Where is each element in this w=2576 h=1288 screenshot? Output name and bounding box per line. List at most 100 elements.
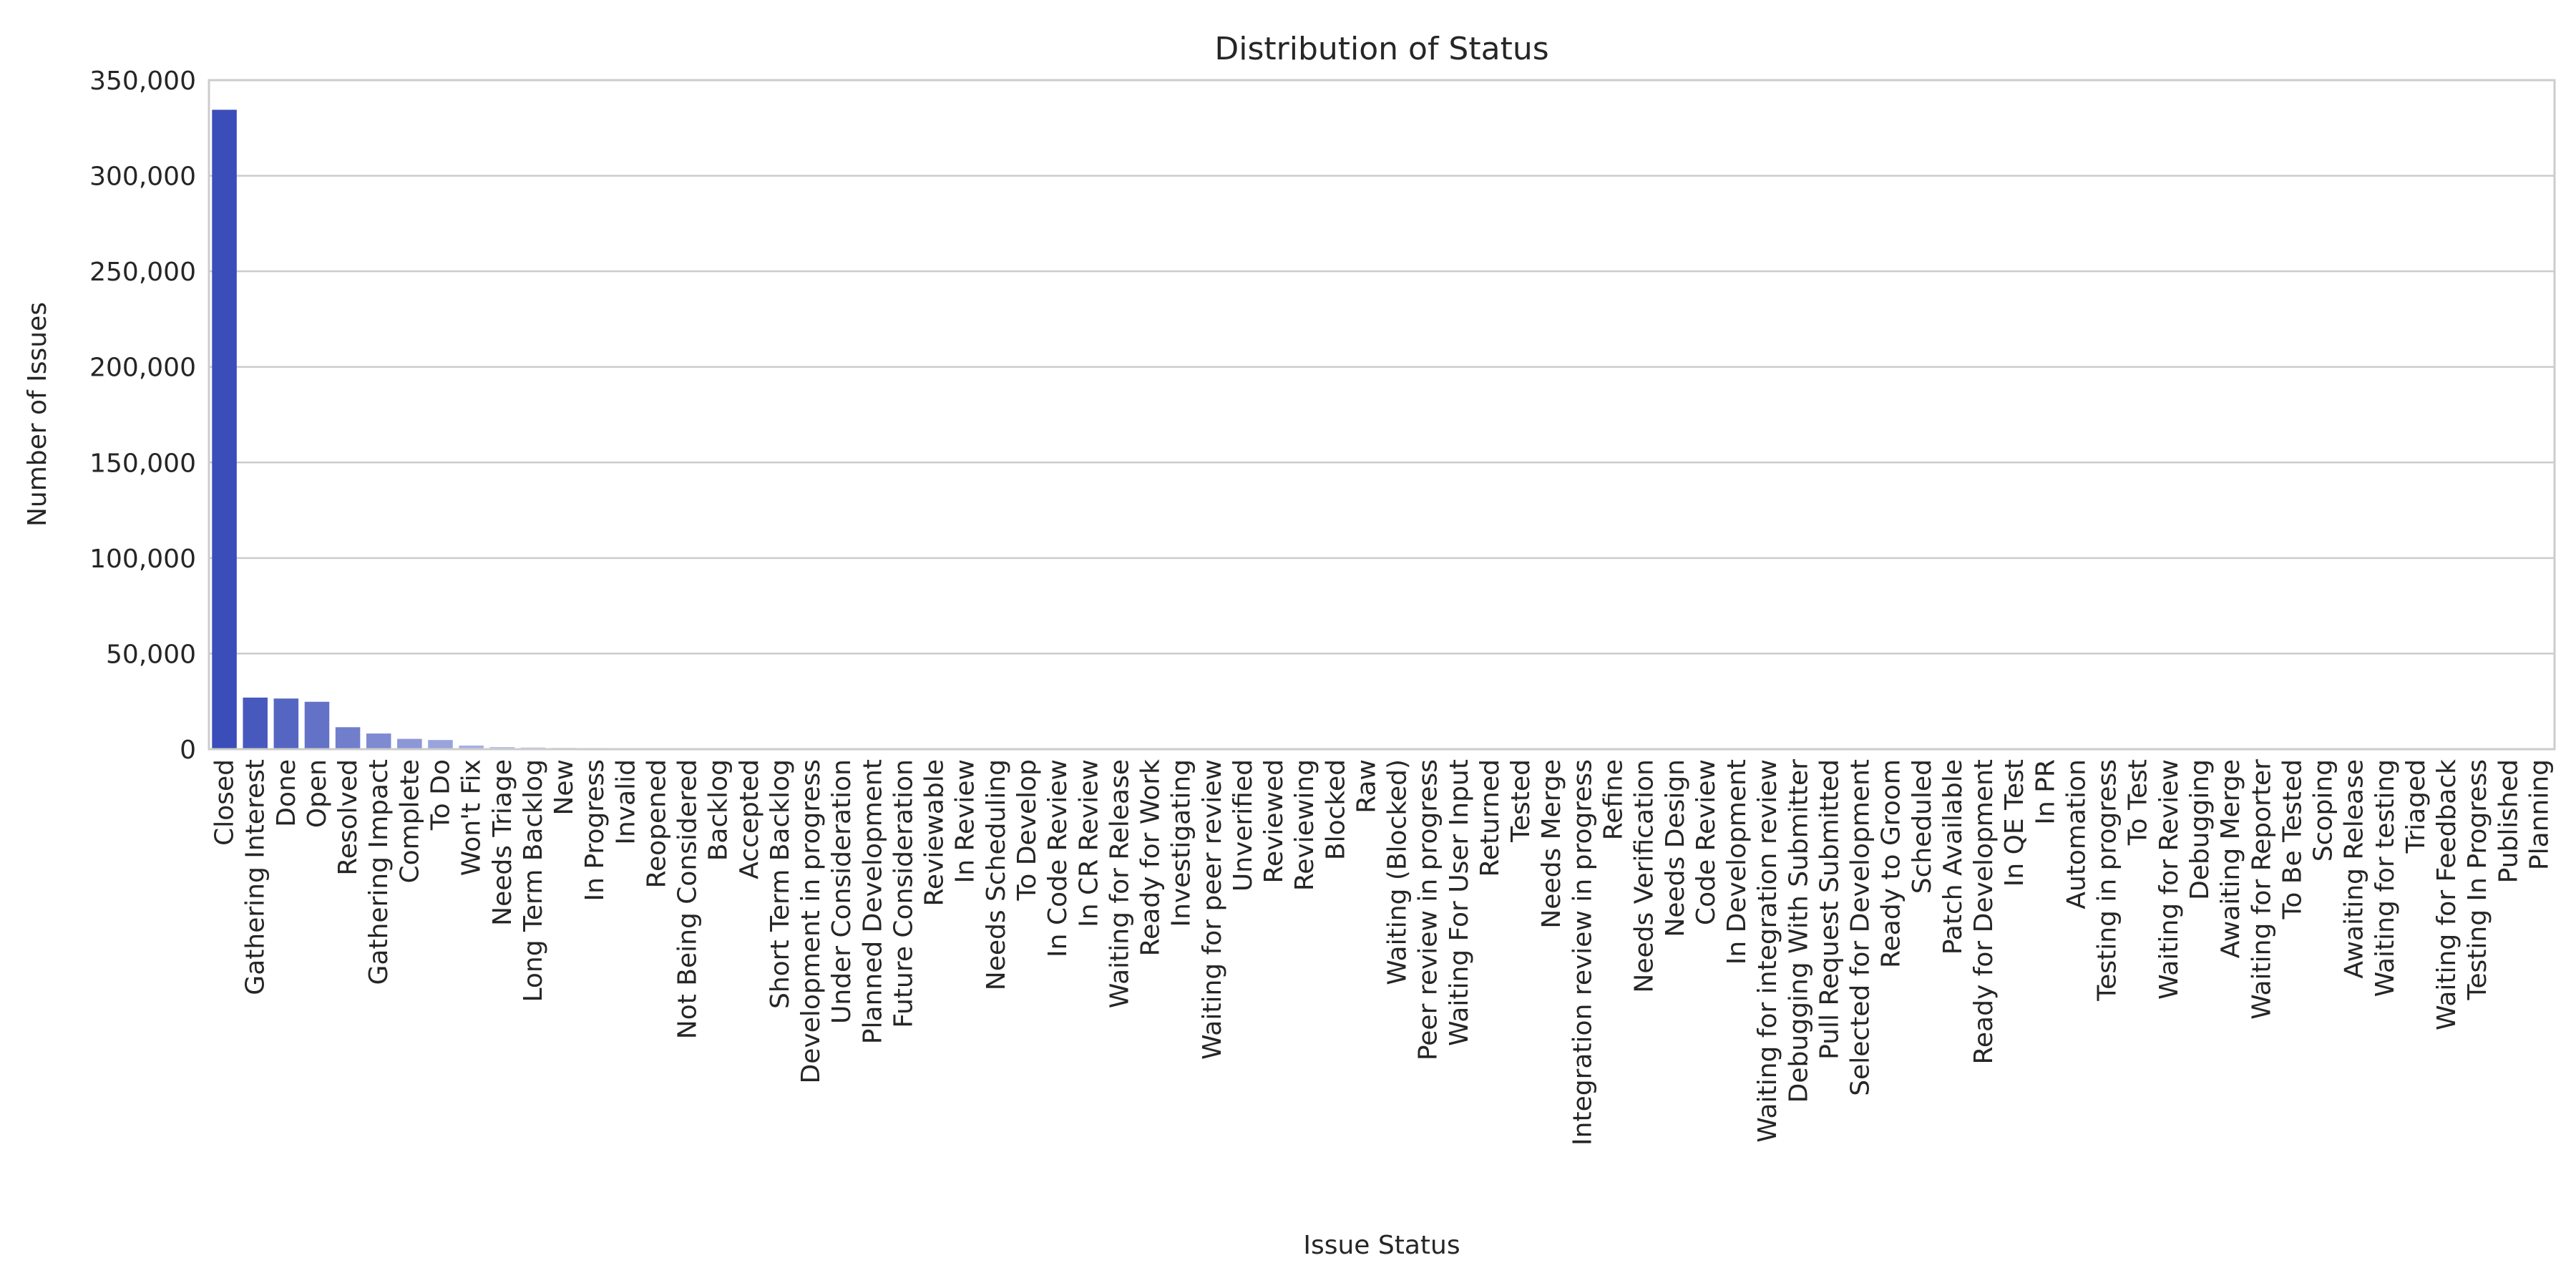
x-tick-label: Testing In Progress: [2463, 759, 2492, 1001]
x-tick-label: Resolved: [333, 759, 363, 876]
x-tick-label: Reopened: [642, 759, 671, 888]
x-tick-label: Reviewing: [1290, 759, 1319, 891]
x-tick-label: Short Term Backlog: [766, 759, 795, 1009]
y-tick-label: 200,000: [89, 353, 196, 383]
bar: [366, 733, 391, 749]
x-tick-label: Needs Merge: [1537, 759, 1566, 929]
bar: [243, 697, 268, 749]
x-tick-label: Open: [303, 759, 332, 828]
x-tick-label: Scheduled: [1908, 759, 1937, 894]
x-tick-label: Published: [2494, 759, 2523, 883]
x-tick-label: Patch Available: [1938, 759, 1968, 955]
x-axis-label: Issue Status: [1303, 1231, 1460, 1260]
x-tick-label: Long Term Backlog: [519, 759, 548, 1002]
x-tick-label: Waiting for Review: [2155, 759, 2184, 1000]
bar: [397, 738, 422, 749]
x-tick-label: Closed: [210, 759, 240, 846]
x-tick-label: Needs Verification: [1630, 759, 1659, 993]
x-tick-label: Backlog: [704, 759, 733, 861]
x-tick-label: To Test: [2124, 759, 2153, 846]
x-tick-label: Done: [272, 759, 301, 827]
x-tick-label: Planned Development: [858, 759, 887, 1044]
y-tick-label: 150,000: [89, 449, 196, 478]
x-tick-label: Debugging: [2185, 759, 2215, 900]
x-tick-label: In Review: [951, 759, 980, 883]
bar: [273, 698, 299, 749]
x-tick-label: Waiting for integration review: [1753, 759, 1782, 1143]
x-tick-label: Triaged: [2401, 759, 2431, 854]
y-tick-label: 0: [180, 736, 196, 765]
x-tick-label: To Develop: [1013, 759, 1042, 902]
x-tick-label: Waiting For User Input: [1445, 759, 1474, 1046]
x-tick-label: Planning: [2524, 759, 2554, 870]
y-tick-label: 350,000: [89, 67, 196, 96]
x-tick-label: In Progress: [580, 759, 610, 902]
x-tick-label: Waiting for Release: [1105, 759, 1134, 1008]
y-axis-label: Number of Issues: [23, 302, 52, 527]
x-tick-label: Raw: [1352, 759, 1381, 814]
x-tick-label: Waiting for testing: [2371, 759, 2400, 997]
bar: [459, 745, 484, 749]
y-tick-label: 100,000: [89, 545, 196, 574]
x-tick-label: Ready for Development: [1969, 759, 1999, 1065]
x-tick-label: Future Consideration: [889, 759, 918, 1028]
x-tick-label: Scoping: [2309, 759, 2338, 862]
x-tick-label: In CR Review: [1074, 759, 1103, 927]
x-tick-label: Pull Request Submitted: [1815, 759, 1844, 1060]
x-tick-label: Returned: [1475, 759, 1505, 877]
x-tick-label: Unverified: [1229, 759, 1258, 892]
x-tick-label: Won't Fix: [457, 759, 487, 876]
x-tick-label: Accepted: [735, 759, 764, 879]
x-tick-label: Selected for Development: [1846, 759, 1875, 1096]
x-tick-label: Awaiting Release: [2340, 759, 2369, 979]
bars: [212, 109, 2552, 749]
x-tick-label: Refine: [1599, 759, 1628, 840]
x-tick-label: In Code Review: [1043, 759, 1073, 957]
x-tick-label: Investigating: [1167, 759, 1196, 927]
x-tick-label: Reviewable: [920, 759, 950, 907]
x-tick-label: Reviewed: [1259, 759, 1289, 883]
x-tick-label: Waiting (Blocked): [1383, 759, 1413, 985]
x-tick-label: Blocked: [1321, 759, 1350, 860]
x-tick-label: Integration review in progress: [1568, 759, 1597, 1146]
x-tick-label: Waiting for Feedback: [2432, 759, 2462, 1030]
x-tick-label: Automation: [2062, 759, 2091, 909]
x-tick-label: Complete: [395, 759, 424, 884]
x-tick-label: Tested: [1506, 759, 1536, 843]
x-tick-label: Development in progress: [796, 759, 826, 1083]
bar: [428, 740, 453, 749]
bar: [212, 109, 237, 749]
x-tick-label: Under Consideration: [827, 759, 857, 1024]
x-tick-label: Waiting for Reporter: [2247, 759, 2276, 1020]
y-axis-ticks: 0 50,000 100,000 150,000 200,000 250,000 300,0…: [89, 67, 196, 765]
x-tick-label: To Be Tested: [2278, 759, 2307, 920]
x-tick-label: In QE Test: [2000, 759, 2029, 887]
x-tick-label: Ready to Groom: [1877, 759, 1906, 968]
x-tick-label: Peer review in progress: [1414, 759, 1443, 1060]
x-tick-label: Invalid: [611, 759, 640, 845]
bar: [335, 727, 361, 749]
gridlines: [209, 79, 2555, 751]
x-tick-label: Needs Scheduling: [982, 759, 1011, 990]
x-tick-label: Testing in progress: [2093, 759, 2122, 1002]
bar: [304, 701, 330, 749]
x-tick-label: Needs Design: [1661, 759, 1690, 937]
x-tick-label: In PR: [2031, 759, 2060, 825]
x-tick-label: Needs Triage: [488, 759, 517, 926]
x-tick-label: Debugging With Submitter: [1784, 759, 1813, 1103]
y-tick-label: 300,000: [89, 162, 196, 192]
y-tick-label: 250,000: [89, 258, 196, 287]
chart-title: Distribution of Status: [1214, 31, 1548, 67]
plot-frame: [208, 79, 2556, 751]
x-tick-label: In Development: [1722, 759, 1752, 965]
y-tick-label: 50,000: [106, 640, 196, 669]
x-tick-label: Awaiting Merge: [2216, 759, 2245, 958]
x-tick-label: To Do: [426, 759, 455, 831]
x-tick-label: Not Being Considered: [673, 759, 703, 1039]
x-tick-label: Gathering Interest: [241, 759, 270, 995]
x-tick-label: Gathering Impact: [364, 759, 394, 985]
x-tick-label: Ready for Work: [1136, 759, 1166, 956]
x-tick-label: Waiting for peer review: [1198, 759, 1227, 1060]
x-tick-label: New: [550, 759, 579, 816]
